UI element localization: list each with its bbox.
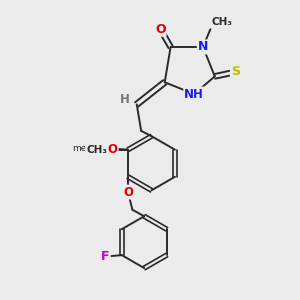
Text: O: O <box>108 143 118 156</box>
Text: CH₃: CH₃ <box>212 17 233 27</box>
Text: H: H <box>119 93 129 106</box>
Text: F: F <box>101 250 110 263</box>
Text: methoxy: methoxy <box>72 144 112 153</box>
Text: O: O <box>155 23 166 36</box>
Text: O: O <box>123 186 133 199</box>
Text: O: O <box>104 142 114 155</box>
Text: N: N <box>198 40 208 53</box>
Text: NH: NH <box>184 88 204 100</box>
Text: CH₃: CH₃ <box>86 145 107 155</box>
Text: S: S <box>231 65 240 79</box>
